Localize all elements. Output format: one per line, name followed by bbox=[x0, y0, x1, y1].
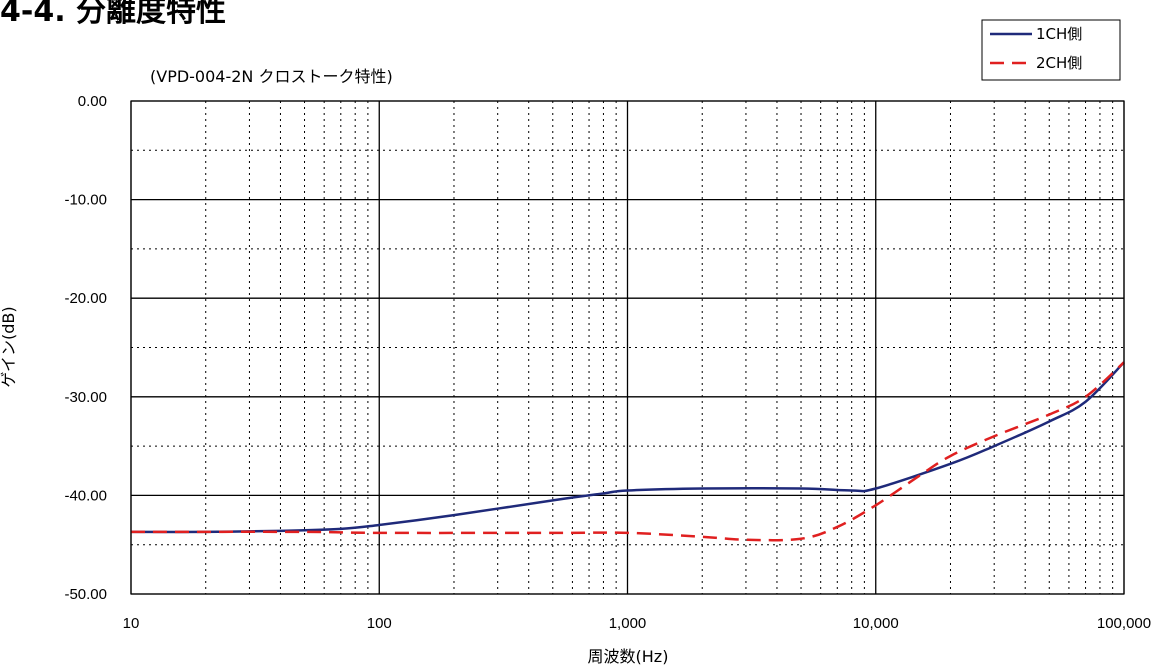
x-tick-labels: 10 100 1,000 10,000 100,000 bbox=[123, 615, 1151, 632]
series-line-1ch bbox=[130, 361, 1125, 534]
page-title: 4-4. 分離度特性 bbox=[0, 0, 227, 29]
series-line-2ch bbox=[130, 361, 1125, 542]
legend-label-2ch: 2CH側 bbox=[1036, 54, 1082, 72]
x-axis-title: 周波数(Hz) bbox=[588, 647, 669, 666]
y-tick-label: -20.00 bbox=[64, 290, 107, 307]
y-tick-label: -30.00 bbox=[64, 389, 107, 406]
series-layer bbox=[130, 361, 1125, 542]
x-tick-label: 100 bbox=[367, 615, 392, 632]
y-tick-label: -40.00 bbox=[64, 487, 107, 504]
legend: 1CH側 2CH側 bbox=[981, 19, 1121, 81]
y-tick-label: -50.00 bbox=[64, 586, 107, 603]
y-tick-label: -10.00 bbox=[64, 192, 107, 209]
x-tick-label: 100,000 bbox=[1097, 615, 1151, 632]
plot-border bbox=[130, 100, 1125, 595]
legend-label-1ch: 1CH側 bbox=[1036, 25, 1082, 43]
legend-box bbox=[981, 19, 1121, 81]
y-tick-label: 0.00 bbox=[78, 93, 107, 110]
chart-subtitle: (VPD-004-2N クロストーク特性) bbox=[150, 67, 393, 86]
x-tick-label: 10,000 bbox=[853, 615, 899, 632]
y-axis-title: ゲイン(dB) bbox=[0, 306, 18, 387]
y-tick-labels: 0.00 -10.00 -20.00 -30.00 -40.00 -50.00 bbox=[64, 93, 107, 603]
x-tick-label: 1,000 bbox=[609, 615, 647, 632]
x-tick-label: 10 bbox=[123, 615, 140, 632]
